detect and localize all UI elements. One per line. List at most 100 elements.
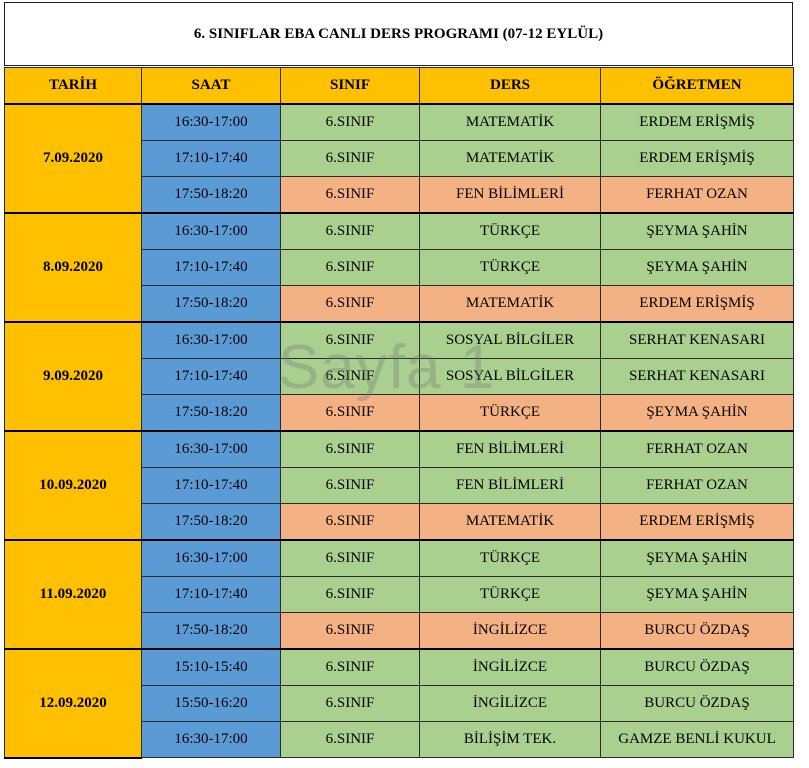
table-row: 17:10-17:40 6.SINIF MATEMATİK ERDEM ERİŞMİŞ: [5, 140, 794, 177]
table-row: 17:10-17:40 6.SINIF TÜRKÇE ŞEYMA ŞAHİN: [5, 576, 794, 613]
class-cell: 6.SINIF: [280, 539, 420, 577]
date-cell: 11.09.2020: [4, 539, 142, 650]
time-cell: 17:50-18:20: [141, 503, 281, 541]
lesson-cell: MATEMATİK: [419, 503, 601, 541]
header-row: TARİH SAAT SINIF DERS ÖĞRETMEN: [4, 67, 794, 105]
table-row: 16:30-17:00 6.SINIF BİLİŞİM TEK. GAMZE BENL…: [5, 721, 794, 758]
table-row: 12.09.2020 15:10-15:40 6.SINIF İNGİLİZCE BUR…: [4, 648, 794, 759]
lesson-cell: İNGİLİZCE: [419, 685, 601, 722]
teacher-cell: ŞEYMA ŞAHİN: [600, 212, 794, 250]
lesson-cell: SOSYAL BİLGİLER: [419, 358, 601, 395]
teacher-cell: ERDEM ERİŞMİŞ: [600, 103, 794, 141]
class-cell: 6.SINIF: [280, 612, 420, 650]
lesson-cell: BİLİŞİM TEK.: [419, 721, 601, 758]
class-cell: 6.SINIF: [280, 285, 420, 323]
teacher-cell: BURCU ÖZDAŞ: [600, 685, 794, 722]
teacher-cell: BURCU ÖZDAŞ: [600, 648, 794, 686]
class-cell: 6.SINIF: [280, 176, 420, 214]
time-cell: 15:50-16:20: [141, 685, 281, 722]
lesson-cell: FEN BİLİMLERİ: [419, 467, 601, 504]
time-cell: 17:50-18:20: [141, 285, 281, 323]
class-cell: 6.SINIF: [280, 212, 420, 250]
time-cell: 16:30-17:00: [141, 321, 281, 359]
class-cell: 6.SINIF: [280, 321, 420, 359]
time-cell: 16:30-17:00: [141, 721, 281, 758]
date-cell: 8.09.2020: [4, 212, 142, 323]
teacher-cell: ŞEYMA ŞAHİN: [600, 576, 794, 613]
date-cell: 9.09.2020: [4, 321, 142, 432]
time-cell: 17:10-17:40: [141, 576, 281, 613]
teacher-cell: FERHAT OZAN: [600, 176, 794, 214]
lesson-cell: SOSYAL BİLGİLER: [419, 321, 601, 359]
time-cell: 17:10-17:40: [141, 140, 281, 177]
class-cell: 6.SINIF: [280, 467, 420, 504]
time-cell: 17:50-18:20: [141, 612, 281, 650]
teacher-cell: FERHAT OZAN: [600, 467, 794, 504]
teacher-cell: ERDEM ERİŞMİŞ: [600, 285, 794, 323]
table-row: 9.09.2020 16:30-17:00 6.SINIF SOSYAL BİLGİL…: [4, 321, 794, 432]
table-row: 17:10-17:40 6.SINIF FEN BİLİMLERİ FERHAT OZ…: [5, 467, 794, 504]
class-cell: 6.SINIF: [280, 394, 420, 432]
time-cell: 17:10-17:40: [141, 467, 281, 504]
class-cell: 6.SINIF: [280, 140, 420, 177]
table-row: 17:50-18:20 6.SINIF İNGİLİZCE BURCU ÖZDAŞ: [5, 612, 794, 650]
table-row: 8.09.2020 16:30-17:00 6.SINIF TÜRKÇE ŞEYMA Ş…: [4, 212, 794, 323]
lesson-cell: TÜRKÇE: [419, 212, 601, 250]
lesson-cell: MATEMATİK: [419, 103, 601, 141]
table-row: 17:10-17:40 6.SINIF TÜRKÇE ŞEYMA ŞAHİN: [5, 249, 794, 286]
time-cell: 16:30-17:00: [141, 103, 281, 141]
table-row: 17:10-17:40 6.SINIF SOSYAL BİLGİLER SERHAT …: [5, 358, 794, 395]
class-cell: 6.SINIF: [280, 503, 420, 541]
teacher-cell: ERDEM ERİŞMİŞ: [600, 140, 794, 177]
lesson-cell: İNGİLİZCE: [419, 648, 601, 686]
page-title: 6. SINIFLAR EBA CANLI DERS PROGRAMI (07-…: [4, 2, 793, 66]
header-date: TARİH: [4, 67, 142, 105]
lesson-cell: TÜRKÇE: [419, 249, 601, 286]
teacher-cell: SERHAT KENASARI: [600, 321, 794, 359]
table-row: 17:50-18:20 6.SINIF FEN BİLİMLERİ FERHAT OZ…: [5, 176, 794, 214]
date-cell: 10.09.2020: [4, 430, 142, 541]
time-cell: 17:50-18:20: [141, 176, 281, 214]
header-lesson: DERS: [419, 67, 601, 105]
class-cell: 6.SINIF: [280, 358, 420, 395]
class-cell: 6.SINIF: [280, 430, 420, 468]
class-cell: 6.SINIF: [280, 648, 420, 686]
lesson-cell: TÜRKÇE: [419, 576, 601, 613]
teacher-cell: SERHAT KENASARI: [600, 358, 794, 395]
class-cell: 6.SINIF: [280, 721, 420, 758]
lesson-cell: TÜRKÇE: [419, 539, 601, 577]
class-cell: 6.SINIF: [280, 576, 420, 613]
table-row: 10.09.2020 16:30-17:00 6.SINIF FEN BİLİMLER…: [4, 430, 794, 541]
teacher-cell: ŞEYMA ŞAHİN: [600, 249, 794, 286]
table-row: 17:50-18:20 6.SINIF MATEMATİK ERDEM ERİŞMİŞ: [5, 503, 794, 541]
date-cell: 12.09.2020: [4, 648, 142, 759]
header-class: SINIF: [280, 67, 420, 105]
schedule-body: 7.09.2020 16:30-17:00 6.SINIF MATEMATİK ERDE…: [4, 103, 794, 759]
class-cell: 6.SINIF: [280, 103, 420, 141]
time-cell: 16:30-17:00: [141, 212, 281, 250]
lesson-cell: FEN BİLİMLERİ: [419, 430, 601, 468]
table-row: 17:50-18:20 6.SINIF TÜRKÇE ŞEYMA ŞAHİN: [5, 394, 794, 432]
class-cell: 6.SINIF: [280, 685, 420, 722]
teacher-cell: ŞEYMA ŞAHİN: [600, 394, 794, 432]
date-cell: 7.09.2020: [4, 103, 142, 214]
time-cell: 16:30-17:00: [141, 539, 281, 577]
lesson-cell: MATEMATİK: [419, 285, 601, 323]
table-row: 7.09.2020 16:30-17:00 6.SINIF MATEMATİK ERDE…: [4, 103, 794, 214]
time-cell: 16:30-17:00: [141, 430, 281, 468]
teacher-cell: ERDEM ERİŞMİŞ: [600, 503, 794, 541]
header-time: SAAT: [141, 67, 281, 105]
lesson-cell: MATEMATİK: [419, 140, 601, 177]
lesson-cell: TÜRKÇE: [419, 394, 601, 432]
time-cell: 17:10-17:40: [141, 249, 281, 286]
table-row: 17:50-18:20 6.SINIF MATEMATİK ERDEM ERİŞMİŞ: [5, 285, 794, 323]
teacher-cell: ŞEYMA ŞAHİN: [600, 539, 794, 577]
teacher-cell: FERHAT OZAN: [600, 430, 794, 468]
lesson-cell: FEN BİLİMLERİ: [419, 176, 601, 214]
time-cell: 15:10-15:40: [141, 648, 281, 686]
table-row: 11.09.2020 16:30-17:00 6.SINIF TÜRKÇE ŞEYMA …: [4, 539, 794, 650]
time-cell: 17:50-18:20: [141, 394, 281, 432]
schedule-table: TARİH SAAT SINIF DERS ÖĞRETMEN 7.09.2020…: [4, 67, 794, 759]
teacher-cell: GAMZE BENLİ KUKUL: [600, 721, 794, 758]
